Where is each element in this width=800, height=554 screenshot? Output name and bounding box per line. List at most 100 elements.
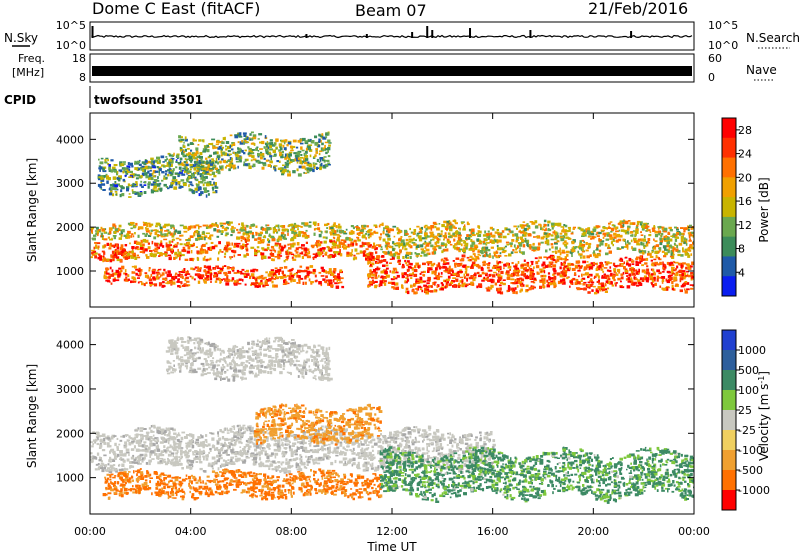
scatter-cell [476,238,480,242]
scatter-cell [423,284,428,287]
scatter-cell [127,162,130,166]
scatter-cell [212,191,216,194]
scatter-cell [587,246,591,249]
scatter-cell [181,269,184,273]
scatter-cell [623,261,625,264]
scatter-cell [184,283,187,286]
scatter-cell [610,241,613,245]
scatter-cell [402,247,404,250]
scatter-cell [465,265,470,268]
scatter-cell [139,191,143,193]
y-tick-label: 3000 [56,177,84,190]
scatter-cell [158,282,163,286]
scatter-cell [122,178,126,182]
scatter-cell [613,268,617,272]
scatter-cell [162,277,165,281]
scatter-cell [287,141,292,145]
scatter-cell [473,273,477,277]
scatter-cell [552,267,556,271]
scatter-cell [175,179,178,182]
scatter-cell [606,269,610,272]
scatter-cell [446,223,450,226]
scatter-cell [641,269,646,273]
scatter-cell [402,263,405,268]
scatter-cell [410,284,413,288]
scatter-cell [351,249,353,253]
scatter-cell [446,238,450,241]
scatter-cell [672,272,675,275]
scatter-cell [223,152,227,156]
scatter-cell [186,284,189,287]
scatter-cell [238,278,242,281]
cpid-label: CPID [4,93,36,107]
scatter-cell [247,238,250,242]
scatter-cell [461,283,465,288]
scatter-cell [583,268,586,271]
scatter-cell [332,279,335,283]
scatter-cell [333,237,336,240]
scatter-cell [563,274,567,277]
scatter-cell [520,251,523,254]
scatter-cell [687,274,692,278]
scatter-cell [682,262,686,265]
scatter-cell [113,187,118,190]
scatter-cell [219,166,222,170]
scatter-cell [91,231,93,234]
scatter-cell [504,227,508,231]
scatter-cell [633,240,638,243]
scatter-cell [550,222,555,226]
scatter-cell [541,264,544,267]
scatter-cell [660,237,664,241]
scatter-cell [226,275,229,278]
scatter-cell [552,259,556,261]
nsky-right-tick-low: 10^0 [708,39,738,52]
scatter-cell [264,464,269,468]
scatter-cell [365,257,368,261]
scatter-cell [160,155,165,159]
scatter-cell [313,228,316,231]
scatter-cell [156,269,159,272]
scatter-cell [236,242,241,245]
scatter-cell [154,242,158,245]
scatter-cell [304,155,309,158]
scatter-cell [266,246,270,250]
scatter-cell [610,227,615,231]
scatter-cell [108,227,113,231]
scatter-cell [148,224,152,228]
scatter-cell [331,246,335,249]
scatter-cell [546,284,550,288]
colorbar-swatch [722,177,736,198]
scatter-cell [196,183,200,186]
scatter-cell [132,277,137,280]
scatter-cell [233,242,238,246]
scatter-cell [236,228,239,231]
scatter-cell [128,176,132,178]
scatter-cell [678,232,682,236]
scatter-cell [280,169,283,173]
scatter-cell [184,138,188,142]
scatter-cell [194,273,199,276]
scatter-cell [177,174,181,176]
scatter-cell [147,177,151,180]
scatter-cell [167,187,170,190]
scatter-cell [408,238,413,241]
scatter-cell [205,194,208,198]
scatter-cell [590,237,593,240]
scatter-cell [237,147,239,150]
scatter-cell [189,183,193,186]
scatter-cell [373,245,377,248]
scatter-cell [692,234,694,238]
scatter-cell [459,270,463,273]
beam-title: Beam 07 [355,1,427,20]
scatter-cell [512,282,516,285]
scatter-cell [177,174,180,178]
scatter-cell [659,285,662,288]
scatter-cell [144,234,148,237]
scatter-cell [202,150,206,153]
scatter-cell [648,252,652,255]
scatter-cell [546,279,549,283]
scatter-cell [242,243,245,247]
scatter-cell [245,249,249,252]
scatter-cell [158,159,161,164]
